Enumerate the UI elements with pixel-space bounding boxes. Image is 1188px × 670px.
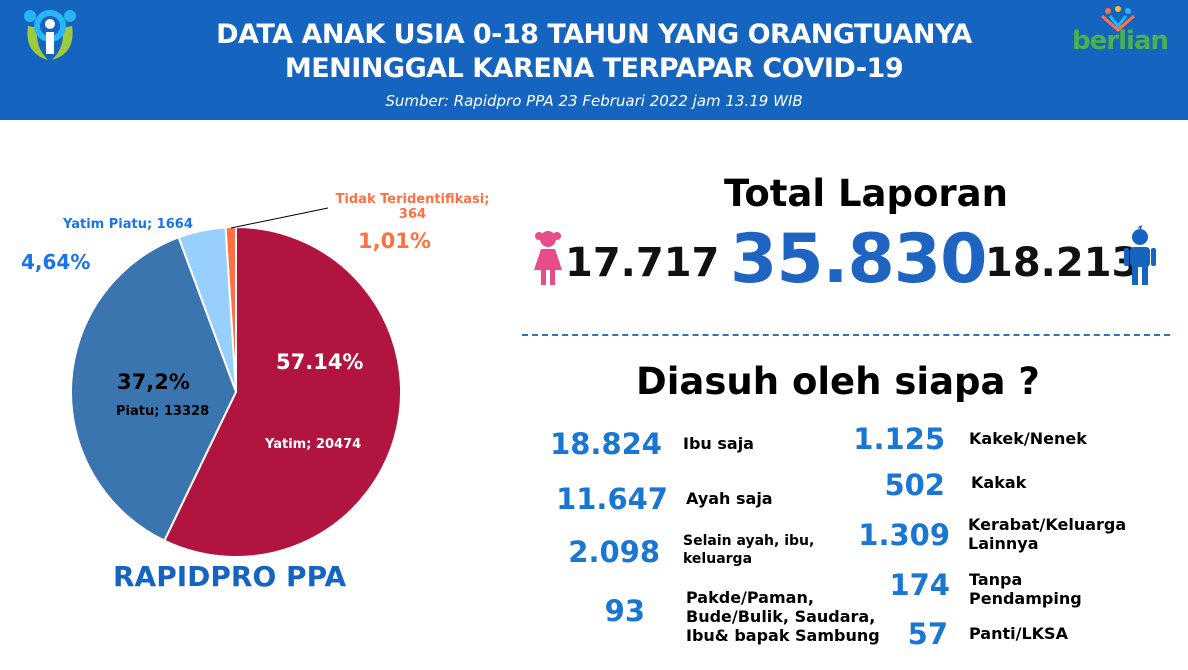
caregiver-label: Panti/LKSA [969, 624, 1068, 643]
caregiver-value: 1.309 [858, 518, 950, 552]
caregiver-value: 18.824 [550, 427, 662, 461]
kpppa-logo-icon [24, 10, 76, 60]
caregiver-value: 502 [884, 468, 945, 502]
caregiver-label: Ayah saja [686, 489, 773, 508]
caregiver-value: 2.098 [568, 535, 660, 569]
label-yatim-percent: 57.14% [276, 350, 364, 374]
label-tidak-teridentifikasi: Tidak Teridentifikasi; 364 [330, 192, 495, 222]
berlian-logo-text: berlian [1072, 26, 1169, 56]
leader-line [230, 207, 329, 229]
header-banner: DATA ANAK USIA 0-18 TAHUN YANG ORANGTUAN… [0, 0, 1188, 120]
caregiver-label: Selain ayah, ibu, keluarga [683, 533, 815, 567]
caregiver-title: Diasuh oleh siapa ? [636, 360, 1040, 403]
label-yatim-piatu: Yatim Piatu; 1664 [63, 217, 193, 232]
boy-icon [1124, 225, 1156, 285]
caregiver-label: Tanpa Pendamping [969, 570, 1082, 608]
caregiver-label: Kakek/Nenek [969, 429, 1087, 448]
caregiver-label: Kakak [971, 473, 1027, 492]
total-count: 35.830 [730, 220, 987, 299]
section-divider [522, 334, 1170, 336]
title-line-2: MENINGGAL KARENA TERPAPAR COVID-19 [284, 53, 904, 84]
caregiver-value: 1.125 [853, 422, 945, 456]
pie-slice-yatim [163, 225, 402, 558]
source-note: Sumber: Rapidpro PPA 23 Februari 2022 ja… [385, 92, 803, 110]
caregiver-value: 57 [907, 617, 948, 651]
caregiver-label: Ibu saja [683, 434, 754, 453]
caregiver-value: 174 [889, 568, 950, 602]
pie-slice-piatu [70, 236, 238, 542]
boys-count: 18.213 [985, 240, 1140, 286]
berlian-logo: berlian [1070, 6, 1169, 64]
title-line-1: DATA ANAK USIA 0-18 TAHUN YANG ORANGTUAN… [216, 19, 972, 50]
girl-icon [534, 231, 562, 285]
page-title: DATA ANAK USIA 0-18 TAHUN YANG ORANGTUAN… [150, 18, 1038, 86]
pie-chart [70, 207, 402, 558]
caregiver-value: 93 [604, 594, 645, 628]
people-logo-icon [1101, 6, 1135, 32]
label-piatu: Piatu; 13328 [116, 404, 210, 419]
label-yatim: Yatim; 20474 [265, 437, 362, 452]
label-tidak-line1: Tidak Teridentifikasi; [335, 192, 490, 207]
chart-title: RAPIDPRO PPA [113, 560, 347, 593]
caregiver-value: 11.647 [556, 482, 668, 516]
total-title: Total Laporan [724, 172, 1008, 215]
caregiver-label: Kerabat/Keluarga Lainnya [968, 515, 1127, 553]
label-tidak-percent: 1,01% [358, 229, 431, 253]
label-piatu-percent: 37,2% [117, 370, 190, 394]
label-yatim-piatu-percent: 4,64% [21, 250, 91, 274]
girls-count: 17.717 [565, 240, 720, 286]
label-tidak-line2: 364 [398, 207, 427, 222]
caregiver-label: Pakde/Paman, Bude/Bulik, Saudara, Ibu& b… [686, 588, 880, 645]
